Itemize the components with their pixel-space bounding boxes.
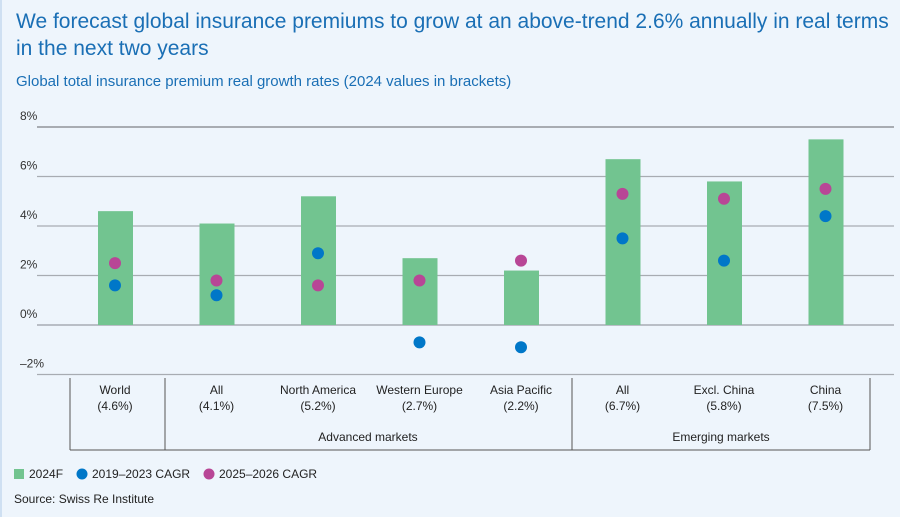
category-label: World: [99, 383, 130, 397]
legend-swatch-2025-2026: [203, 468, 215, 480]
legend-label-2019-2023: 2019–2023 CAGR: [92, 467, 190, 481]
bar-2024f: [402, 258, 438, 325]
chart-title: We forecast global insurance premiums to…: [16, 10, 889, 60]
bar-2024f: [199, 223, 235, 325]
category-label: Western Europe: [376, 383, 463, 397]
category-label: All: [616, 383, 629, 397]
category-bracket-value: (2.2%): [503, 399, 538, 413]
group-label-emerging: Emerging markets: [672, 430, 769, 444]
legend-label-2024f: 2024F: [29, 467, 63, 481]
dot-2025-2026-cagr: [413, 274, 426, 287]
legend-swatch-2019-2023: [76, 468, 88, 480]
y-tick-label: 6%: [20, 159, 38, 173]
dot-2019-2023-cagr: [616, 232, 629, 245]
y-tick-label: –2%: [20, 357, 44, 371]
category-label: Excl. China: [694, 383, 755, 397]
category-bracket-value: (5.8%): [706, 399, 741, 413]
dot-2019-2023-cagr: [210, 289, 223, 302]
category-label: North America: [280, 383, 356, 397]
dot-2019-2023-cagr: [515, 341, 527, 354]
bar-2024f: [504, 270, 539, 325]
dot-2025-2026-cagr: [616, 187, 629, 200]
dot-2025-2026-cagr: [515, 254, 527, 267]
category-bracket-value: (6.7%): [605, 399, 640, 413]
dot-2025-2026-cagr: [109, 257, 121, 270]
group-label-advanced: Advanced markets: [318, 430, 417, 444]
y-tick-label: 4%: [20, 208, 38, 222]
dot-2019-2023-cagr: [819, 210, 832, 223]
legend-swatch-2024f: [14, 469, 24, 479]
legend-label-2025-2026: 2025–2026 CAGR: [219, 467, 317, 481]
dot-2025-2026-cagr: [819, 182, 832, 195]
source-note: Source: Swiss Re Institute: [14, 492, 155, 506]
dot-2025-2026-cagr: [718, 192, 730, 205]
dot-2019-2023-cagr: [413, 336, 426, 349]
dot-2025-2026-cagr: [210, 274, 223, 287]
category-bracket-value: (4.1%): [199, 399, 234, 413]
y-tick-label: 8%: [20, 109, 38, 123]
category-label: Asia Pacific: [490, 383, 552, 397]
dot-2019-2023-cagr: [718, 254, 730, 267]
category-bracket-value: (2.7%): [402, 399, 437, 413]
category-label: China: [810, 383, 842, 397]
dot-2025-2026-cagr: [312, 279, 324, 292]
y-tick-label: 0%: [20, 307, 38, 321]
category-bracket-value: (4.6%): [97, 399, 132, 413]
dot-2019-2023-cagr: [312, 247, 324, 260]
y-tick-label: 2%: [20, 258, 38, 272]
chart-subtitle: Global total insurance premium real grow…: [16, 73, 512, 90]
bar-2024f: [301, 196, 336, 325]
category-bracket-value: (7.5%): [808, 399, 843, 413]
dot-2019-2023-cagr: [109, 279, 121, 292]
bar-2024f: [707, 181, 742, 325]
category-label: All: [210, 383, 223, 397]
category-bracket-value: (5.2%): [300, 399, 335, 413]
bar-2024f: [808, 139, 844, 325]
